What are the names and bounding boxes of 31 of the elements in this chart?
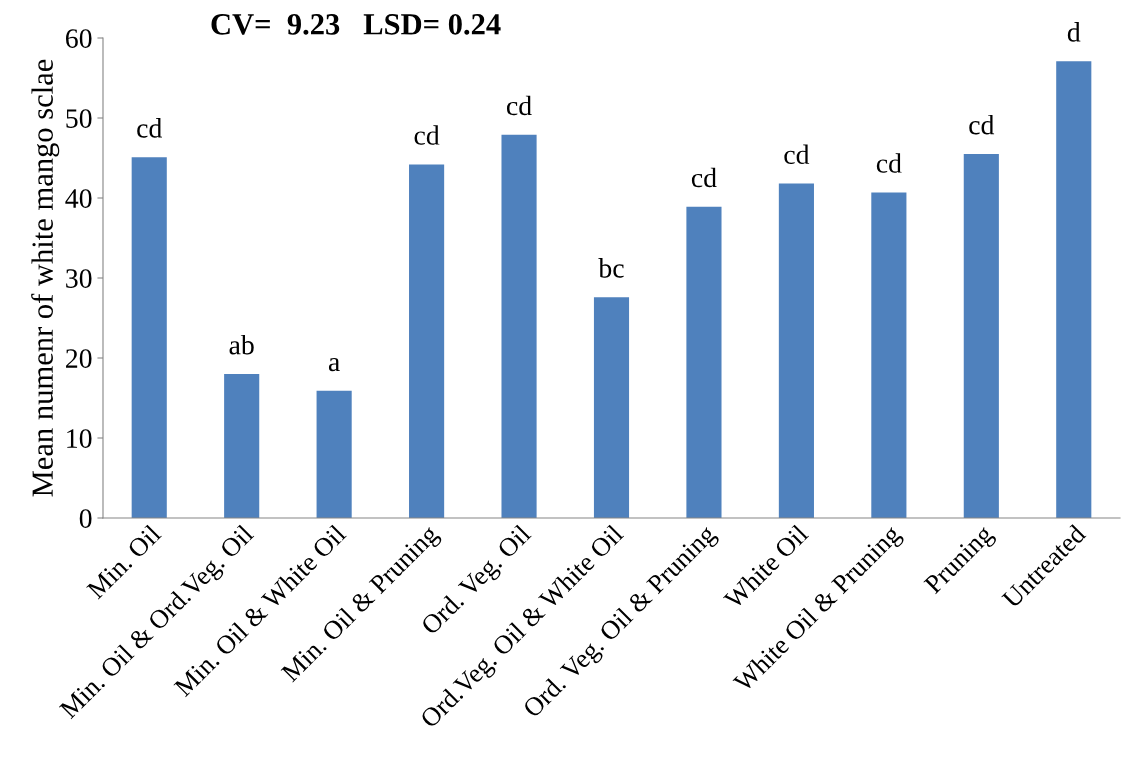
annotation: cd [784,144,810,165]
annotation: cd [506,95,532,116]
bar [131,157,167,518]
annotation: cd [691,167,717,188]
y-axis-title: Mean numenr of white mango sclae [31,59,60,497]
bar [686,206,722,518]
annotation: bc [598,258,624,278]
bar [871,192,907,518]
annotation: cd [414,125,440,145]
bar [316,390,352,518]
annotation: d [1067,22,1081,42]
annotation: a [328,357,340,372]
annotation: cd [137,118,162,138]
y-tick-label: 10 [67,429,92,448]
bar [409,164,445,518]
annotation: cd [876,153,902,173]
bar [501,134,537,518]
chart-title: CV= 9.23 LSD= 0.24 [211,14,501,35]
y-tick-label: 20 [66,349,92,368]
annotation: ab [229,334,254,355]
annotation: cd [969,114,995,135]
bar [224,374,260,518]
y-tick-label: 60 [66,29,92,48]
y-tick-label: 0 [79,509,92,528]
bar [778,183,814,518]
bar [1056,61,1092,518]
bar [963,154,999,518]
y-tick-label: 50 [66,109,92,128]
bar [593,297,630,518]
y-tick-label: 40 [65,189,92,208]
y-tick-label: 30 [66,269,92,288]
